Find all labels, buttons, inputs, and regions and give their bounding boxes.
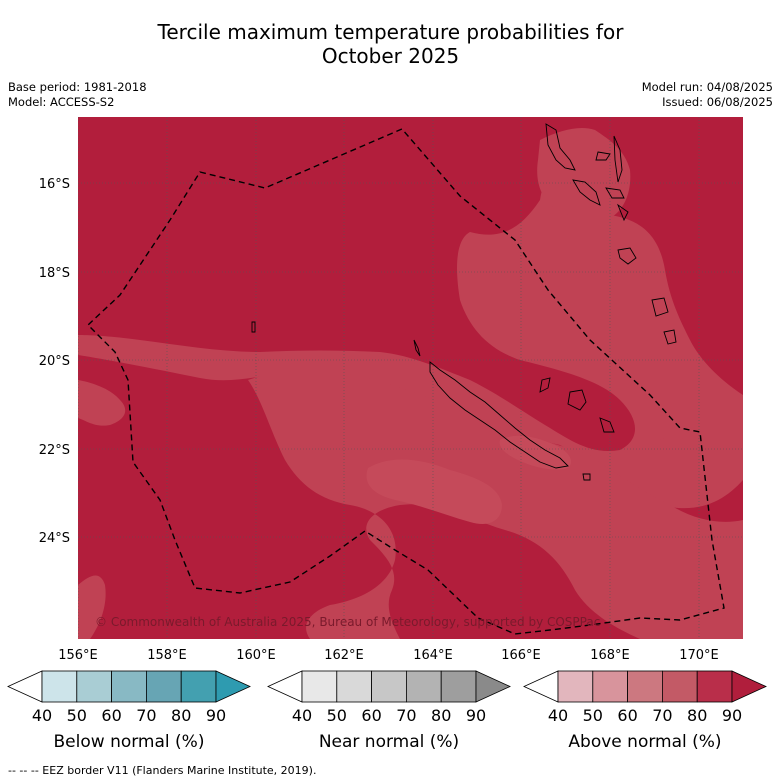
colorbar-tick-label: 80 bbox=[687, 706, 707, 725]
title-line-1: Tercile maximum temperature probabilitie… bbox=[157, 20, 624, 44]
colorbar-segment bbox=[301, 670, 338, 703]
meta-left: Base period: 1981-2018 Model: ACCESS-S2 bbox=[8, 80, 147, 110]
colorbar-tick-label: 40 bbox=[292, 706, 312, 725]
lon-label-168e: 168°E bbox=[590, 648, 630, 663]
gridlines bbox=[78, 117, 743, 639]
vanuatu-island-5 bbox=[605, 187, 625, 199]
colorbar-tick-label: 50 bbox=[67, 706, 87, 725]
lon-label-158e: 158°E bbox=[147, 648, 187, 663]
colorbar-segment bbox=[662, 670, 698, 703]
lon-label-170e: 170°E bbox=[679, 648, 719, 663]
vanuatu-espiritu-santo bbox=[545, 123, 576, 171]
lon-label-156e: 156°E bbox=[58, 648, 98, 663]
colorbar-segment bbox=[145, 670, 182, 703]
colorbar-tick-label: 90 bbox=[206, 706, 226, 725]
lat-label-22s: 22°S bbox=[39, 443, 70, 458]
colorbar-title: Near normal (%) bbox=[319, 732, 459, 752]
vanuatu-island-6 bbox=[617, 203, 629, 222]
vanuatu-island-3 bbox=[613, 135, 623, 183]
above-normal-70-80-area bbox=[78, 130, 743, 509]
copyright-text: © Commonwealth of Australia 2025, Bureau… bbox=[95, 615, 600, 629]
longitude-labels: 156°E 158°E 160°E 162°E 164°E 166°E 168°… bbox=[58, 648, 719, 663]
colorbar-segment bbox=[557, 670, 594, 703]
new-caledonia-coast bbox=[429, 361, 569, 469]
coastlines bbox=[251, 123, 677, 481]
vanuatu-malekula bbox=[572, 179, 601, 206]
loyalty-island-1 bbox=[539, 377, 551, 393]
colorbar-segment bbox=[41, 670, 78, 703]
colorbar-high-extension bbox=[475, 670, 511, 703]
colorbar-tick-label: 70 bbox=[396, 706, 416, 725]
lon-label-162e: 162°E bbox=[324, 648, 364, 663]
above-normal-70-80-area-west bbox=[78, 380, 126, 426]
colorbar-high-extension bbox=[731, 670, 767, 703]
model-run: Model run: 04/08/2025 bbox=[641, 80, 773, 94]
colorbar-tick-label: 80 bbox=[171, 706, 191, 725]
probability-field bbox=[78, 117, 743, 639]
colorbar-high-extension bbox=[215, 670, 251, 703]
colorbar-title: Above normal (%) bbox=[568, 732, 721, 752]
above-normal-70-80-area-sw bbox=[78, 575, 106, 639]
colorbar-low-extension bbox=[267, 670, 303, 703]
lat-label-18s: 18°S bbox=[39, 266, 70, 281]
lon-label-164e: 164°E bbox=[413, 648, 453, 663]
colorbar-title: Below normal (%) bbox=[54, 732, 205, 752]
colorbar-segment bbox=[111, 670, 147, 703]
colorbar-tick-label: 60 bbox=[361, 706, 381, 725]
vanuatu-erromango bbox=[651, 297, 669, 317]
above-normal-70-80-area-e bbox=[657, 436, 692, 473]
colorbar-tick-label: 90 bbox=[466, 706, 486, 725]
meta-right: Model run: 04/08/2025 Issued: 06/08/2025 bbox=[642, 80, 773, 110]
vanuatu-efate bbox=[617, 247, 637, 265]
island-1 bbox=[413, 339, 421, 357]
latitude-labels: 16°S 18°S 20°S 22°S 24°S bbox=[39, 177, 70, 546]
colorbar-tick-label: 60 bbox=[617, 706, 637, 725]
above-normal-60-70-area bbox=[366, 459, 502, 525]
colorbar-tick-label: 70 bbox=[136, 706, 156, 725]
colorbar-segment bbox=[440, 670, 477, 703]
colorbar-tick-label: 50 bbox=[583, 706, 603, 725]
issued-date: Issued: 06/08/2025 bbox=[662, 95, 773, 109]
colorbar-segment bbox=[336, 670, 372, 703]
colorbar-segment bbox=[627, 670, 663, 703]
lon-label-166e: 166°E bbox=[501, 648, 541, 663]
colorbar-segment bbox=[180, 670, 217, 703]
lat-label-24s: 24°S bbox=[39, 531, 70, 546]
vanuatu-island-2 bbox=[595, 151, 611, 161]
footer-note: -- -- -- EEZ border V11 (Flanders Marine… bbox=[8, 764, 317, 777]
colorbar-tick-label: 50 bbox=[327, 706, 347, 725]
loyalty-island-3 bbox=[599, 417, 615, 433]
title-line-2: October 2025 bbox=[321, 44, 460, 68]
lat-label-20s: 20°S bbox=[39, 354, 70, 369]
above-normal-70-80-area-nc bbox=[537, 128, 631, 220]
colorbar-segment bbox=[405, 670, 442, 703]
above-normal-60-70-area-2 bbox=[499, 435, 572, 470]
map-title: Tercile maximum temperature probabilitie… bbox=[0, 20, 781, 68]
base-period: Base period: 1981-2018 bbox=[8, 80, 147, 94]
island-small-w bbox=[251, 321, 256, 333]
colorbar-tick-label: 90 bbox=[722, 706, 742, 725]
colorbar-segment bbox=[371, 670, 407, 703]
colorbar-low-extension bbox=[7, 670, 43, 703]
colorbar-segment bbox=[76, 670, 113, 703]
colorbar-tick-label: 80 bbox=[431, 706, 451, 725]
colorbar-tick-label: 60 bbox=[101, 706, 121, 725]
vanuatu-tanna bbox=[663, 329, 677, 345]
colorbar-segment bbox=[592, 670, 628, 703]
colorbar-2: 40 50 60 70 80 90 Near normal (%) bbox=[267, 670, 511, 752]
colorbar-low-extension bbox=[523, 670, 559, 703]
colorbar-tick-label: 40 bbox=[32, 706, 52, 725]
loyalty-island-2 bbox=[567, 389, 587, 411]
colorbar-tick-label: 70 bbox=[652, 706, 672, 725]
colorbar-segment bbox=[696, 670, 733, 703]
lat-label-16s: 16°S bbox=[39, 177, 70, 192]
lon-label-160e: 160°E bbox=[236, 648, 276, 663]
colorbar-tick-label: 40 bbox=[548, 706, 568, 725]
model-name: Model: ACCESS-S2 bbox=[8, 95, 115, 109]
isle-of-pines bbox=[582, 473, 591, 481]
